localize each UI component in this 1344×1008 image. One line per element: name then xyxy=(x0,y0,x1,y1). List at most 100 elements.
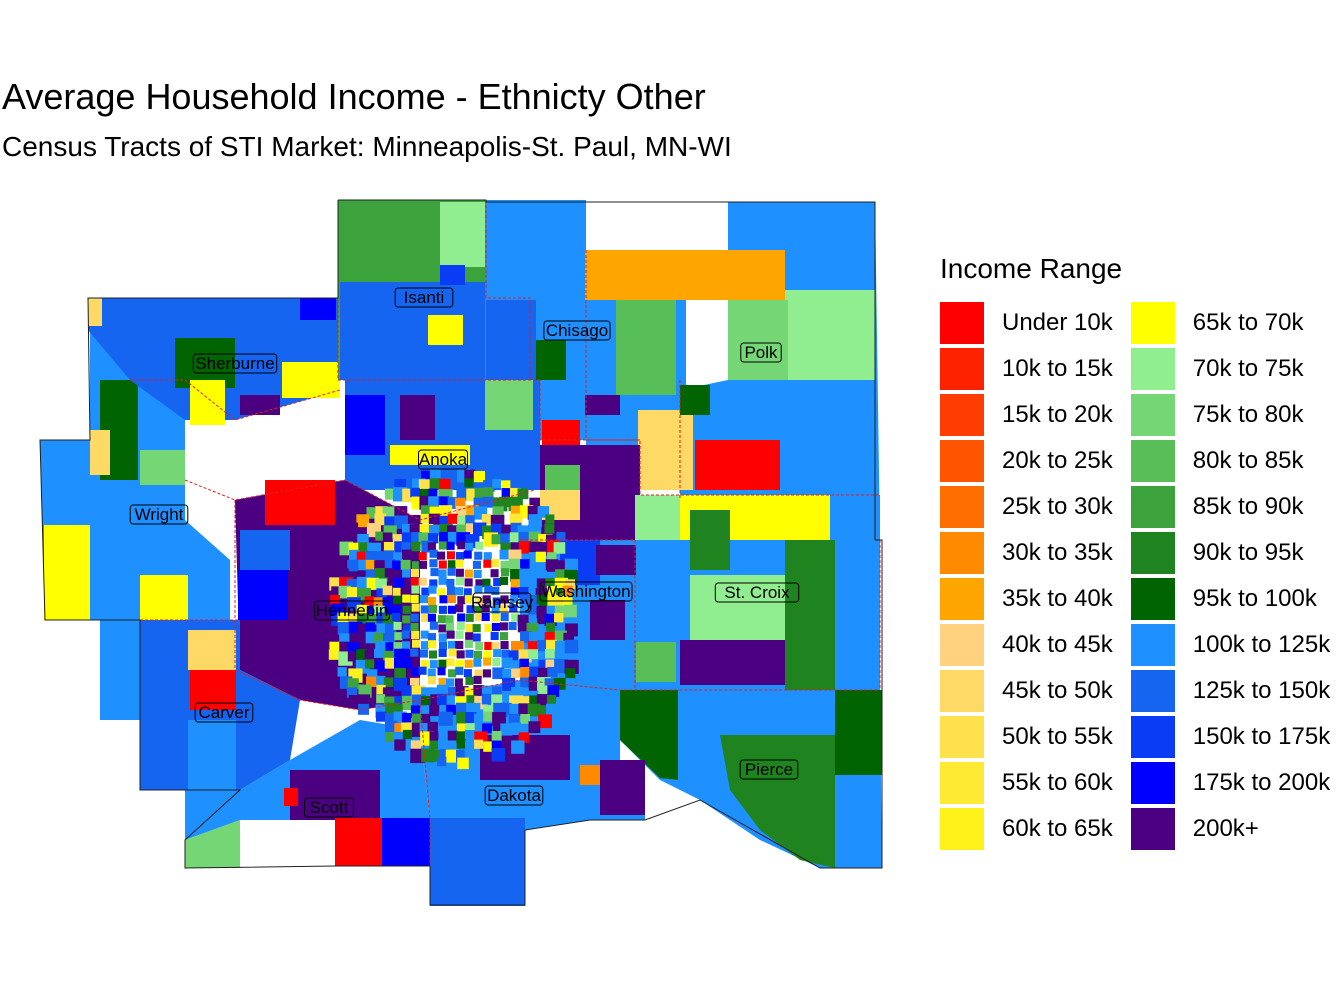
tract-cell xyxy=(545,577,557,589)
tract-cell xyxy=(457,515,469,527)
tract-cell xyxy=(438,569,447,578)
county-label: Ramsey xyxy=(471,592,534,613)
tract-region xyxy=(616,295,676,395)
tract-cell xyxy=(421,587,430,596)
tract-cell xyxy=(418,552,427,561)
tract-cell xyxy=(366,614,377,625)
tract-cell xyxy=(564,639,579,654)
tract-cell xyxy=(438,731,451,744)
tract-cell xyxy=(366,507,379,519)
tract-cell xyxy=(410,577,419,586)
tract-region xyxy=(636,642,676,682)
tract-cell xyxy=(464,469,476,481)
tract-cell xyxy=(456,739,467,749)
tract-cell xyxy=(474,739,484,749)
county-label-text: St. Croix xyxy=(724,583,790,602)
tract-cell xyxy=(447,605,456,614)
tract-cell xyxy=(437,551,446,560)
tract-cell xyxy=(520,714,531,724)
tract-cell xyxy=(402,624,412,633)
tract-cell xyxy=(483,711,494,722)
tract-cell xyxy=(373,632,385,644)
tract-cell xyxy=(463,550,472,559)
tract-cell xyxy=(448,648,457,657)
tract-region xyxy=(785,290,875,380)
tract-cell xyxy=(411,630,420,640)
tract-region xyxy=(240,395,280,415)
tract-cell xyxy=(464,569,473,578)
tract-cell xyxy=(373,605,386,618)
tract-cell xyxy=(510,505,523,518)
tract-cell xyxy=(499,702,512,715)
legend-swatch xyxy=(1130,486,1175,528)
tract-cell xyxy=(447,686,459,698)
legend-swatch xyxy=(1130,578,1175,620)
tract-region xyxy=(382,818,430,866)
legend-column: Under 10k 10k to 15k 15k to 20k 20k to 25k 2… xyxy=(940,300,1113,852)
tract-cell xyxy=(445,749,459,763)
tract-cell xyxy=(429,740,439,750)
county-label-box xyxy=(192,353,278,374)
tract-cell xyxy=(474,605,483,615)
tract-cell xyxy=(448,669,457,678)
tract-cell xyxy=(554,612,564,623)
tract-cell xyxy=(438,648,447,657)
legend-item: 15k to 20k xyxy=(940,392,1113,438)
tract-cell xyxy=(463,588,472,597)
tract-region xyxy=(284,788,298,806)
legend-label: 80k to 85k xyxy=(1192,447,1304,474)
tract-cell xyxy=(491,747,506,762)
tract-cell xyxy=(446,541,455,550)
tract-cell xyxy=(392,587,401,596)
tract-region xyxy=(428,315,463,345)
legend-swatch xyxy=(1130,348,1175,390)
tract-cell xyxy=(384,568,395,578)
tract-cell xyxy=(446,658,455,667)
tract-cell xyxy=(445,615,454,624)
tract-cell xyxy=(518,732,530,743)
tract-region xyxy=(600,760,645,815)
tract-cell xyxy=(455,559,464,568)
tract-cell xyxy=(365,622,376,633)
tract-cell xyxy=(356,551,367,562)
county-label-box xyxy=(129,504,189,525)
tract-cell xyxy=(464,595,473,604)
county-label-text: Dakota xyxy=(487,786,541,805)
tract-cell xyxy=(421,696,431,706)
tract-cell xyxy=(419,649,428,658)
legend-swatch xyxy=(940,302,984,344)
tract-cell xyxy=(420,605,429,614)
tract-cell xyxy=(483,705,495,716)
tract-cell xyxy=(483,480,495,492)
tract-cell xyxy=(447,513,458,524)
legend-item: 100k to 125k xyxy=(1130,622,1330,668)
tract-cell xyxy=(536,578,547,589)
county-label-box xyxy=(194,702,254,723)
tract-cell xyxy=(501,649,510,658)
legend-columns: Under 10k 10k to 15k 15k to 20k 20k to 25k 2… xyxy=(940,300,1330,852)
tract-cell xyxy=(500,641,509,650)
county-label-text: Sherburne xyxy=(195,354,274,373)
tract-cell xyxy=(464,478,474,488)
tract-region xyxy=(680,385,710,415)
tract-cell xyxy=(483,657,492,666)
tract-cell xyxy=(374,551,385,562)
tract-cell xyxy=(465,623,474,633)
tract-cell xyxy=(383,677,394,687)
tract-region xyxy=(440,265,465,285)
tract-cell xyxy=(527,641,539,652)
tract-cell xyxy=(483,552,492,561)
tract-cell xyxy=(519,658,529,669)
tract-cell xyxy=(527,603,539,615)
legend-column: 65k to 70k 70k to 75k 75k to 80k 80k to 85k… xyxy=(1130,300,1330,852)
tract-cell xyxy=(456,524,466,535)
tract-cell xyxy=(490,631,499,641)
tract-cell xyxy=(536,693,549,706)
tract-cell xyxy=(518,687,529,698)
tract-cell xyxy=(492,506,504,518)
tract-cell xyxy=(428,650,438,659)
tract-cell xyxy=(400,559,411,570)
tract-cell xyxy=(411,603,420,612)
tract-cell xyxy=(337,667,347,677)
county-label: Anoka xyxy=(418,449,468,470)
